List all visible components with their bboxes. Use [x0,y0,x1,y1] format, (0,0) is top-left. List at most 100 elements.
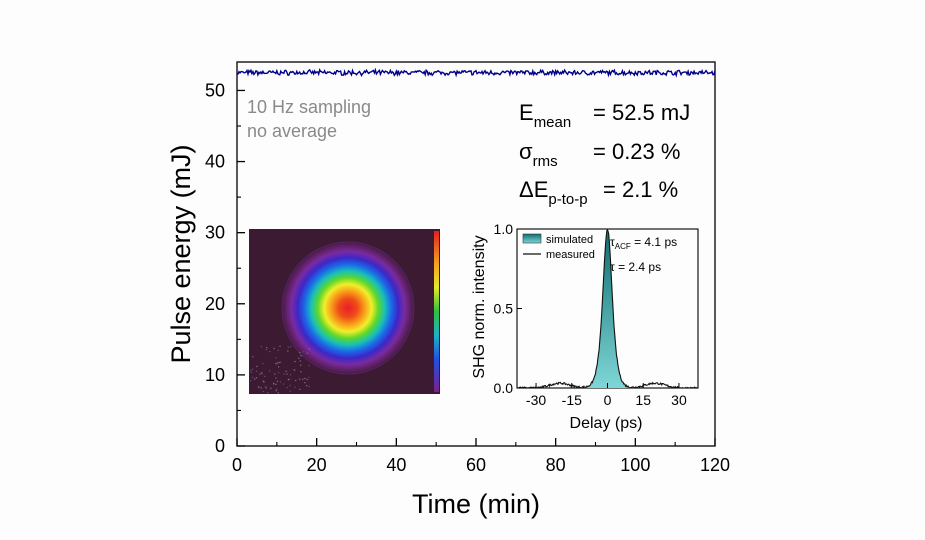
y-axis-label: Pulse energy (mJ) [166,144,196,363]
stat-mean-energy: Emean = 52.5 mJ [519,100,690,131]
noise-speck [277,362,279,364]
inset-y-tick-label: 0.5 [494,301,514,317]
noise-speck [277,349,279,351]
noise-speck [265,349,267,351]
inset-x-tick-label: 30 [671,392,687,408]
y-tick-label: 0 [215,436,225,456]
noise-speck [306,352,308,354]
noise-speck [286,387,288,389]
stat-value: = 0.23 % [593,139,680,164]
noise-speck [294,386,296,388]
noise-speck [300,354,302,357]
stat-value: = 2.1 % [603,177,678,202]
noise-speck [302,378,304,380]
noise-speck [275,362,277,365]
inset-x-tick-label: -30 [526,392,546,408]
stat-value: = 52.5 mJ [593,100,690,125]
svg-text:σrms: σrms [519,139,558,170]
series-line-pulse-energy [237,67,715,78]
noise-speck [279,345,281,347]
noise-speck [275,357,277,359]
noise-speck [260,387,262,389]
y-tick-label: 20 [205,294,225,314]
noise-speck [306,385,308,387]
noise-speck [275,383,277,385]
noise-speck [276,380,278,382]
x-tick-label: 60 [466,455,486,475]
noise-speck [267,392,269,394]
y-tick-label: 40 [205,152,225,172]
x-tick-label: 20 [307,455,327,475]
noise-speck [250,380,252,382]
noise-speck [308,376,310,379]
noise-speck [295,379,297,382]
series-area-simulated [517,229,698,388]
x-tick-label: 40 [386,455,406,475]
stat-sigma-rms: σrms = 0.23 % [519,139,680,170]
noise-speck [294,360,296,363]
x-tick-label: 120 [700,455,730,475]
noise-speck [262,362,264,365]
annotation-tau: τ = 2.4 ps [610,260,661,274]
legend-label-simulated: simulated [546,234,593,246]
noise-speck [301,355,303,357]
noise-speck [283,383,285,385]
noise-speck [262,380,264,382]
noise-speck [306,378,308,381]
noise-speck [258,386,260,388]
noise-speck [269,370,271,372]
beam-colorbar [434,231,439,392]
stat-subscript: mean [534,114,572,131]
noise-speck [263,381,265,383]
noise-speck [265,387,267,389]
stat-subscript: p-to-p [548,191,587,208]
stat-symbol: E [519,100,534,125]
inset-y-tick-label: 0.0 [494,380,514,396]
noise-speck [299,378,301,380]
noise-speck [287,346,289,348]
noise-speck [308,385,310,388]
legend-swatch-simulated [522,233,542,244]
noise-speck [303,351,305,353]
y-tick-label: 10 [205,365,225,385]
noise-speck [252,356,254,358]
noise-speck [254,378,256,380]
noise-speck [251,371,253,373]
inset-y-axis-label: SHG norm. intensity [471,235,488,378]
noise-speck [266,347,268,349]
noise-speck [273,347,275,350]
noise-speck [300,364,302,366]
noise-speck [289,390,291,392]
noise-speck [276,363,278,365]
noise-speck [275,390,277,392]
stat-subscript: rms [533,153,558,170]
noise-speck [279,381,282,383]
noise-speck [269,351,271,353]
noise-speck [252,376,254,379]
noise-speck [300,371,302,373]
stat-symbol: σ [519,139,533,164]
noise-speck [276,388,278,390]
noise-speck [298,357,300,359]
inset-legend: simulated measured [522,233,595,261]
x-tick-label: 80 [546,455,566,475]
noise-speck [260,346,263,348]
noise-speck [299,351,301,354]
noise-speck [299,388,301,390]
svg-text:ΔEp-to-p: ΔEp-to-p [519,177,588,208]
noise-speck [287,379,289,381]
noise-speck [299,360,301,362]
noise-speck [286,373,288,375]
stat-symbol: ΔE [519,177,548,202]
noise-speck [293,369,295,371]
noise-speck [277,392,279,394]
noise-speck [262,390,264,393]
x-axis-label: Time (min) [412,489,540,519]
noise-speck [250,370,252,372]
noise-speck [251,368,254,370]
legend-label-measured: measured [546,249,595,261]
noise-speck [308,348,310,350]
series-line-measured [517,229,698,388]
noise-speck [273,382,275,384]
